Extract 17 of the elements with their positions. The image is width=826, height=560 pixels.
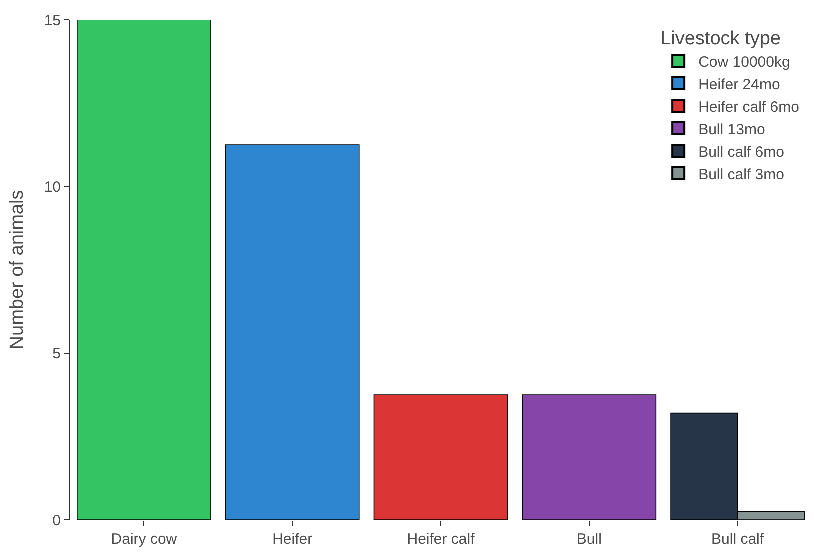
x-tick-label: Dairy cow (111, 531, 178, 548)
y-tick-label: 5 (52, 346, 61, 363)
x-tick-label: Bull calf (712, 531, 765, 548)
x-tick-label: Heifer calf (407, 531, 476, 548)
legend-label: Heifer calf 6mo (698, 98, 800, 116)
x-tick-label: Bull (576, 531, 602, 548)
legend-title: Livestock type (660, 28, 781, 50)
legend-label: Bull calf 3mo (698, 166, 784, 184)
legend-label: Heifer 24mo (698, 76, 780, 94)
legend-label: Bull 13mo (698, 121, 766, 138)
legend-label: Bull calf 6mo (698, 144, 784, 161)
legend-label: Cow 10000kg (698, 54, 790, 71)
y-tick-label: 10 (44, 178, 61, 196)
y-tick-label: 0 (52, 512, 61, 530)
y-axis-title: Number of animals (7, 190, 28, 350)
x-tick-label: Heifer (272, 531, 313, 548)
y-tick-label: 15 (44, 12, 61, 30)
